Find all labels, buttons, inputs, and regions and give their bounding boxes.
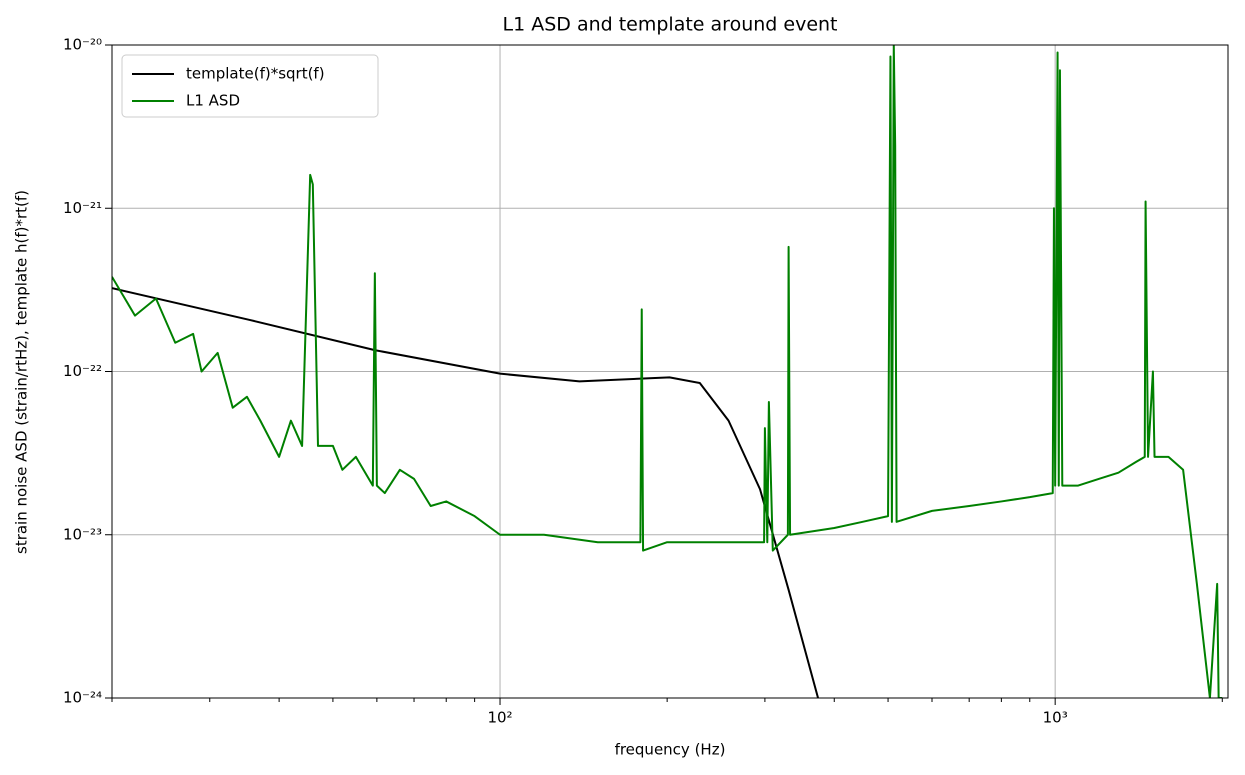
x-tick-label: 10² <box>487 709 512 727</box>
y-tick-label: 10⁻²¹ <box>63 199 102 217</box>
axes: 10² 10³ 10⁻²⁴ 10⁻²³ 10⁻²² 10⁻²¹ 10⁻²⁰ <box>63 36 1223 727</box>
y-tick-label: 10⁻²² <box>63 362 102 380</box>
legend-label: L1 ASD <box>186 92 240 110</box>
y-tick-label: 10⁻²⁴ <box>63 689 102 707</box>
y-tick-label: 10⁻²³ <box>63 525 102 543</box>
series-line <box>112 287 820 698</box>
legend-label: template(f)*sqrt(f) <box>186 65 325 83</box>
legend-box <box>121 54 379 118</box>
y-tick-label: 10⁻²⁰ <box>63 36 102 54</box>
x-tick-label: 10³ <box>1043 709 1068 727</box>
chart-title: L1 ASD and template around event <box>503 14 838 36</box>
legend: template(f)*sqrt(f) L1 ASD <box>121 54 379 118</box>
plot-lines <box>112 45 1223 698</box>
y-axis-label: strain noise ASD (strain/rtHz), template… <box>13 190 31 554</box>
x-axis-label: frequency (Hz) <box>615 741 726 759</box>
series-line <box>112 45 1223 698</box>
